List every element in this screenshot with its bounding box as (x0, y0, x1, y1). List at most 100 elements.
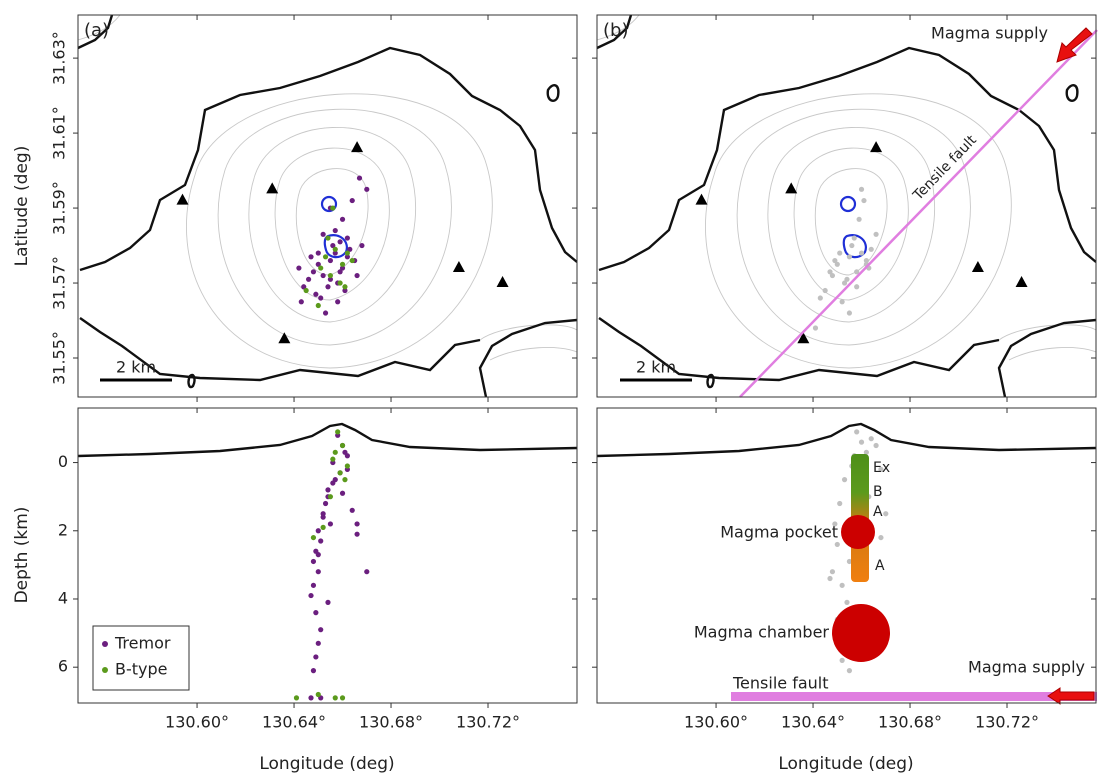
event (339, 261, 346, 267)
event (863, 257, 869, 264)
event (817, 295, 823, 301)
x-tick-label: 130.72° (975, 713, 1039, 732)
annotation: Magma supply (968, 658, 1085, 677)
event (832, 521, 838, 527)
station (278, 332, 291, 344)
station (971, 261, 984, 273)
event (878, 466, 884, 472)
overlay: 2 km 2 km (a) (b) Latitude (deg) Depth (… (12, 14, 1098, 774)
event (320, 511, 326, 517)
station (176, 193, 189, 205)
legend-label: B-type (115, 660, 168, 679)
event (310, 269, 317, 275)
annotation: A (873, 504, 883, 520)
event (327, 257, 334, 264)
event (315, 261, 321, 267)
event (322, 254, 329, 260)
event (315, 640, 321, 646)
event (839, 299, 845, 305)
event (296, 265, 302, 271)
event (315, 691, 321, 698)
event (344, 254, 350, 260)
event (320, 272, 326, 279)
event (883, 511, 889, 517)
panel-label: (b) (603, 20, 628, 41)
event (342, 477, 348, 483)
event (298, 299, 304, 305)
event (339, 442, 346, 449)
magma-chamber (832, 604, 890, 662)
legend-marker (102, 667, 108, 673)
station (695, 193, 708, 205)
y-tick-label: 31.59° (50, 181, 69, 235)
legend-box (92, 625, 190, 691)
event (310, 582, 317, 588)
fault-bar (731, 692, 1097, 701)
event (330, 205, 336, 211)
x-tick-label: 130.64° (781, 713, 845, 732)
event (344, 235, 350, 241)
event (849, 242, 855, 249)
station (266, 182, 279, 194)
event (827, 269, 833, 275)
event (313, 654, 319, 660)
y-tick-label: 0 (58, 452, 68, 471)
event (332, 227, 338, 234)
event (854, 429, 860, 435)
event (332, 250, 338, 256)
y-tick-label: 6 (58, 657, 68, 676)
event (854, 269, 860, 275)
y-axis-label: Latitude (deg) (12, 146, 32, 267)
event (356, 175, 363, 181)
event (293, 695, 300, 701)
event (335, 429, 341, 435)
event (846, 254, 853, 260)
event (854, 284, 860, 290)
station (1015, 276, 1028, 288)
x-tick-label: 130.68° (359, 713, 423, 732)
event (812, 325, 819, 331)
fault-line (739, 29, 1098, 398)
event (839, 582, 845, 588)
event (354, 531, 360, 537)
x-axis-label: Longitude (deg) (259, 754, 394, 774)
event (868, 436, 874, 442)
event (858, 439, 865, 445)
magma-pocket (841, 515, 875, 549)
supply-arrow (1047, 687, 1095, 705)
y-tick-label: 2 (58, 520, 68, 539)
event (318, 265, 324, 271)
event (320, 524, 326, 530)
event (878, 534, 884, 541)
x-tick-label: 130.64° (262, 713, 326, 732)
panel-label: (a) (84, 20, 109, 41)
event (327, 521, 334, 527)
annotation: A (875, 558, 885, 574)
event (863, 449, 869, 455)
event (839, 657, 845, 663)
annotation: B (873, 484, 883, 500)
event (305, 276, 312, 282)
event (320, 231, 326, 237)
event (844, 599, 850, 605)
event (318, 627, 324, 633)
frames (77, 14, 1097, 704)
event (339, 490, 346, 496)
event (834, 541, 840, 548)
event (315, 569, 321, 575)
event (349, 197, 355, 204)
y-axis-label: Depth (km) (12, 507, 32, 604)
event (325, 487, 331, 493)
event (856, 216, 862, 222)
event (339, 695, 346, 701)
event (349, 507, 355, 513)
annotation: Magma chamber (694, 623, 830, 642)
legend-label: Tremor (114, 634, 171, 653)
event (834, 261, 840, 267)
event (829, 272, 836, 279)
event (332, 246, 338, 252)
event (858, 186, 865, 192)
event (325, 599, 331, 605)
event (315, 528, 321, 534)
event (339, 216, 346, 222)
